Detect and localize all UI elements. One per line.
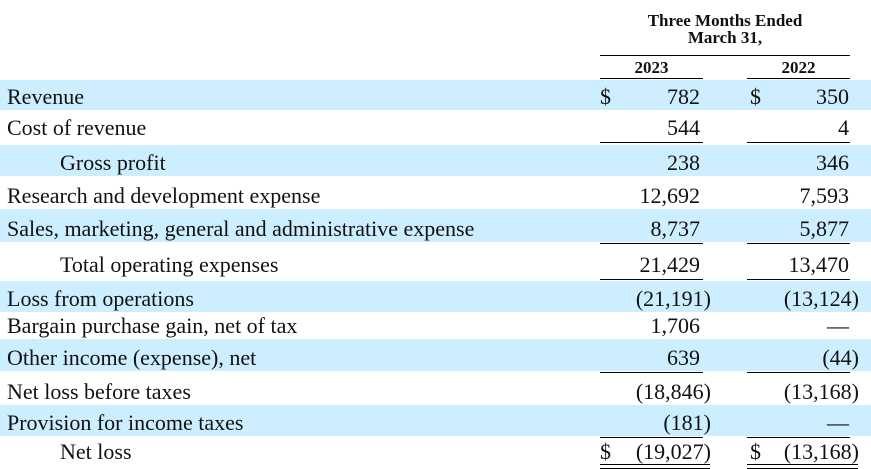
value-2022: (13,124)	[783, 286, 859, 311]
value-2023: (18,846)	[635, 379, 711, 404]
value-2022: 5,877	[799, 216, 850, 241]
subtotal-underline-2022	[747, 243, 850, 244]
row-label: Sales, marketing, general and administra…	[7, 216, 475, 241]
table-row-sales-marketing-ga: Sales, marketing, general and administra…	[0, 209, 871, 242]
row-label: Other income (expense), net	[7, 345, 257, 370]
table-row-other-income: Other income (expense), net 639 (44)	[0, 339, 871, 371]
subtotal-underline-2022	[747, 437, 850, 438]
table-row-total-operating-expenses: Total operating expenses 21,429 13,470	[0, 245, 871, 278]
row-label: Research and development expense	[7, 183, 321, 208]
value-2022: 7,593	[799, 183, 850, 208]
row-label: Provision for income taxes	[7, 410, 244, 435]
row-label: Revenue	[7, 84, 84, 109]
column-header-2022: 2022	[781, 58, 816, 77]
subtotal-underline-2022	[747, 142, 850, 143]
subtotal-underline-2023	[600, 279, 703, 280]
value-2022: —	[827, 410, 849, 435]
total-double-underline-2022	[747, 464, 858, 469]
value-2023: 1,706	[650, 313, 701, 338]
row-label: Net loss before taxes	[7, 379, 191, 404]
value-2022: 13,470	[788, 252, 850, 277]
subtotal-underline-2023	[600, 243, 703, 244]
total-double-underline-2023	[600, 464, 710, 469]
period-header: Three Months Ended March 31,	[600, 12, 850, 46]
table-row-bargain-purchase-gain: Bargain purchase gain, net of tax 1,706 …	[0, 312, 871, 339]
table-row-gross-profit: Gross profit 238 346	[0, 145, 871, 176]
value-2022: (13,168)	[783, 439, 859, 464]
value-2023: 12,692	[639, 183, 701, 208]
value-2023: 238	[667, 150, 700, 175]
row-label: Gross profit	[60, 150, 166, 175]
row-label: Bargain purchase gain, net of tax	[7, 313, 298, 338]
value-2023: (181)	[663, 410, 711, 435]
subtotal-underline-2022	[747, 372, 850, 373]
column-header-2023-underline	[600, 78, 703, 79]
table-row-research-and-development: Research and development expense 12,692 …	[0, 176, 871, 209]
table-row-revenue: Revenue $ 782 $ 350	[0, 80, 871, 110]
value-2023: 782	[667, 84, 700, 109]
subtotal-underline-2023	[600, 142, 703, 143]
subtotal-underline-2022	[747, 279, 850, 280]
value-2023: 639	[667, 345, 700, 370]
row-label: Loss from operations	[7, 286, 194, 311]
subtotal-underline-2023	[600, 372, 703, 373]
column-header-2022-underline	[747, 78, 850, 79]
table-row-net-loss: Net loss $ (19,027) $ (13,168)	[0, 438, 871, 465]
period-title: Three Months Ended	[647, 11, 803, 30]
value-2023: 21,429	[639, 252, 701, 277]
currency-symbol-2023: $	[600, 439, 611, 464]
value-2023: 544	[667, 115, 700, 140]
value-2022: 350	[816, 84, 849, 109]
currency-symbol-2022: $	[750, 439, 761, 464]
value-2022: 4	[838, 115, 849, 140]
table-row-cost-of-revenue: Cost of revenue 544 4	[0, 110, 871, 141]
currency-symbol-2022: $	[750, 84, 761, 109]
row-label: Total operating expenses	[60, 252, 279, 277]
table-row-provision-for-income-taxes: Provision for income taxes (181) —	[0, 405, 871, 436]
subtotal-underline-2023	[600, 437, 703, 438]
period-date: March 31,	[687, 28, 763, 47]
value-2023: 8,737	[650, 216, 701, 241]
value-2022: (13,168)	[783, 379, 859, 404]
value-2022: 346	[816, 150, 849, 175]
row-label: Cost of revenue	[7, 115, 147, 140]
value-2022: —	[827, 313, 849, 338]
period-header-underline	[600, 55, 850, 56]
row-label: Net loss	[60, 439, 132, 464]
currency-symbol-2023: $	[600, 84, 611, 109]
table-row-loss-from-operations: Loss from operations (21,191) (13,124)	[0, 281, 871, 312]
column-header-2023: 2023	[634, 58, 669, 77]
table-row-net-loss-before-taxes: Net loss before taxes (18,846) (13,168)	[0, 374, 871, 405]
value-2022: (44)	[822, 345, 859, 370]
value-2023: (21,191)	[635, 286, 711, 311]
value-2023: (19,027)	[635, 439, 711, 464]
